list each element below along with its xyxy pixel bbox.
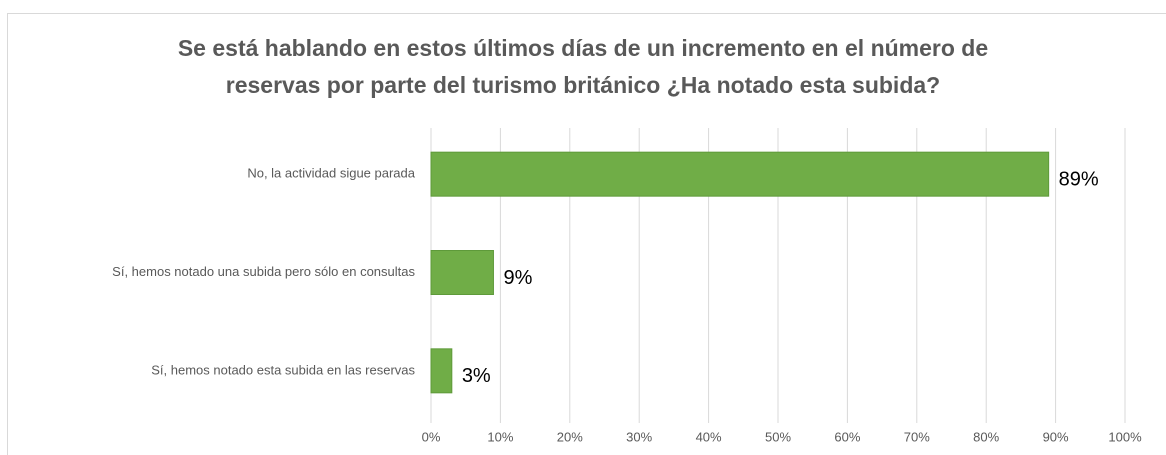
y-tick-label: Sí, hemos notado esta subida en las rese…	[151, 362, 415, 377]
chart-frame	[7, 13, 1166, 455]
x-tick-label: 60%	[834, 429, 860, 444]
bar	[430, 250, 494, 295]
x-tick-label: 50%	[765, 429, 791, 444]
y-tick-label: No, la actividad sigue parada	[247, 166, 415, 181]
chart-title: Se está hablando en estos últimos días d…	[178, 35, 988, 61]
x-tick-label: 10%	[487, 429, 513, 444]
x-tick-label: 40%	[696, 429, 722, 444]
chart-title: reservas por parte del turismo británico…	[226, 72, 940, 98]
x-tick-label: 0%	[422, 429, 441, 444]
x-tick-label: 90%	[1043, 429, 1069, 444]
bar	[430, 151, 1050, 197]
bar	[430, 348, 453, 394]
x-tick-label: 30%	[626, 429, 652, 444]
value-label: 9%	[503, 267, 532, 289]
x-tick-label: 80%	[973, 429, 999, 444]
x-tick-label: 20%	[557, 429, 583, 444]
y-tick-label: Sí, hemos notado una subida pero sólo en…	[112, 264, 415, 279]
value-label: 89%	[1059, 168, 1099, 190]
x-tick-label: 100%	[1108, 429, 1142, 444]
value-label: 3%	[462, 365, 491, 387]
x-tick-label: 70%	[904, 429, 930, 444]
